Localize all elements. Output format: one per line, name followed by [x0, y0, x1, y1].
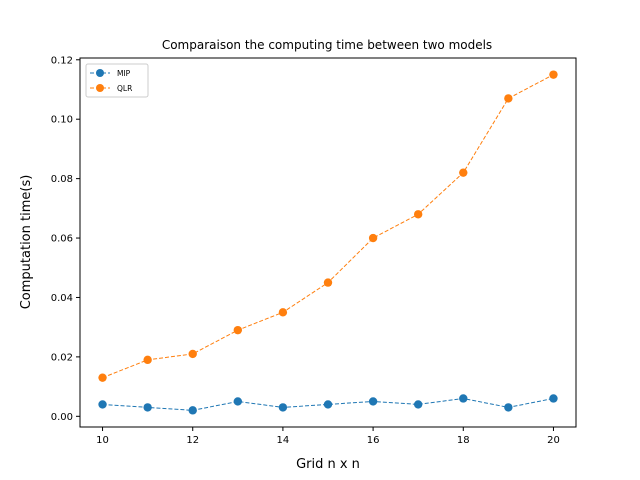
data-point-qlr — [413, 210, 423, 219]
y-tick-label: 0.08 — [51, 174, 73, 185]
x-tick-label: 10 — [96, 435, 109, 446]
legend-marker-qlr — [96, 84, 104, 92]
plot-frame — [79, 57, 577, 428]
y-tick-label: 0.12 — [51, 55, 73, 66]
y-axis-label: Computation time(s) — [19, 175, 34, 310]
legend-label-mip: MIP — [117, 69, 131, 78]
plot-area — [98, 70, 558, 415]
data-point-qlr — [549, 70, 558, 79]
y-tick-label: 0.00 — [51, 412, 73, 423]
series-line-mip — [102, 397, 554, 411]
data-point-mip — [143, 403, 152, 412]
y-tick-label: 0.04 — [51, 293, 73, 304]
legend-label-qlr: QLR — [117, 84, 132, 93]
chart-title: Comparaison the computing time between t… — [162, 38, 492, 52]
data-point-qlr — [368, 233, 378, 243]
y-tick-label: 0.06 — [51, 234, 73, 245]
series-line-qlr — [102, 74, 554, 379]
y-axis: 0.00 0.02 0.04 0.06 0.08 0.10 0.12 — [51, 55, 80, 423]
legend-item-qlr: QLR — [90, 84, 132, 93]
data-point-mip — [459, 394, 468, 403]
y-tick-label: 0.10 — [51, 115, 73, 126]
x-tick-label: 18 — [457, 435, 470, 446]
data-point-mip — [549, 394, 558, 403]
y-tick-label: 0.02 — [51, 352, 73, 363]
x-tick-label: 16 — [367, 435, 380, 446]
series-mip — [98, 394, 558, 415]
x-axis-label: Grid n x n — [296, 457, 360, 472]
legend: MIP QLR — [85, 63, 149, 98]
data-point-mip — [98, 400, 107, 409]
x-axis: 10 12 14 16 18 20 — [96, 427, 560, 446]
data-point-qlr — [323, 278, 333, 287]
legend-item-mip: MIP — [90, 69, 131, 78]
data-point-mip — [278, 403, 288, 412]
x-tick-label: 20 — [547, 435, 560, 446]
legend-marker-mip — [96, 69, 104, 77]
data-point-qlr — [188, 349, 197, 359]
data-point-qlr — [143, 355, 152, 365]
data-point-mip — [368, 397, 378, 406]
data-point-qlr — [459, 168, 468, 177]
data-point-qlr — [98, 373, 107, 382]
data-point-mip — [504, 403, 513, 412]
data-point-mip — [323, 400, 333, 409]
x-tick-label: 12 — [186, 435, 199, 446]
data-point-mip — [413, 400, 423, 409]
x-tick-label: 14 — [277, 435, 290, 446]
data-point-mip — [188, 406, 197, 415]
data-point-qlr — [278, 308, 288, 317]
data-point-mip — [233, 397, 243, 406]
data-point-qlr — [233, 325, 243, 335]
series-qlr — [98, 70, 558, 382]
data-point-qlr — [504, 94, 513, 103]
